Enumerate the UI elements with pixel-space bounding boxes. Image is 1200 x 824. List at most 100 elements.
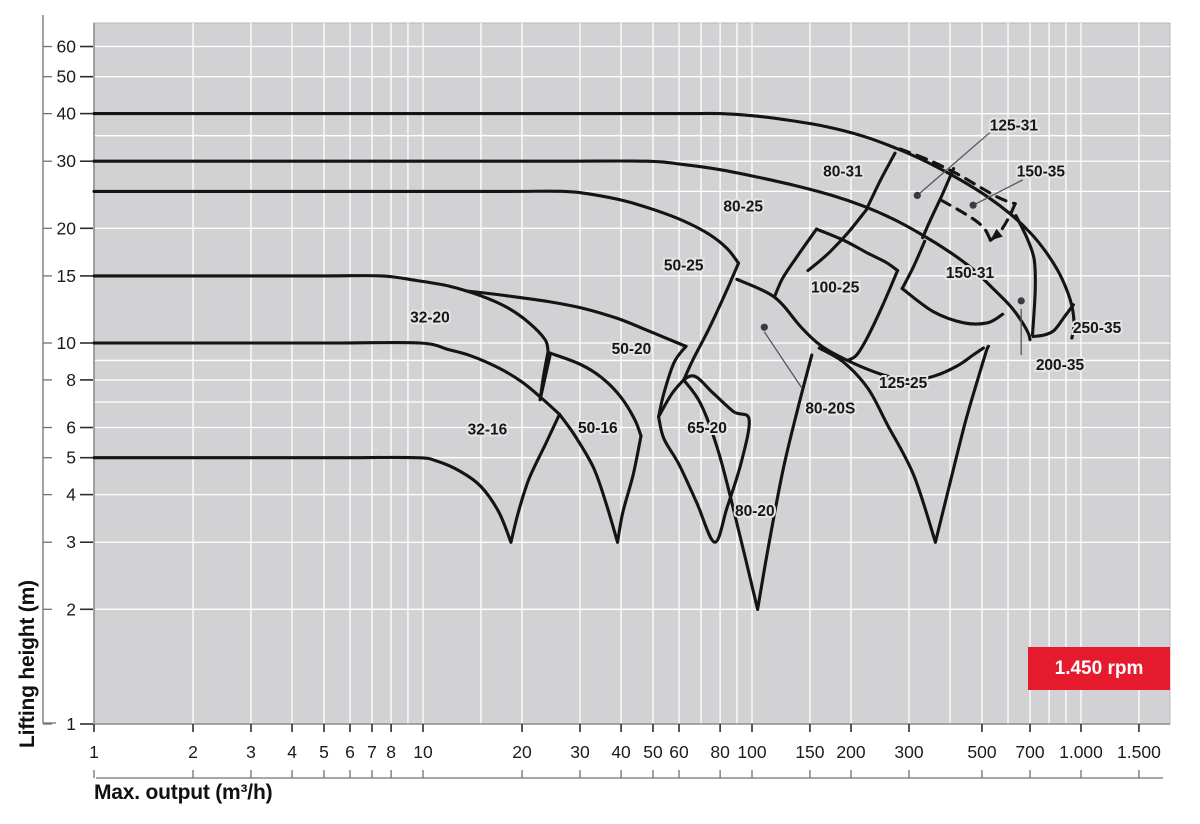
- curve-edge-50-20-right: [657, 344, 688, 419]
- curve-edge-80-20-right: [756, 353, 814, 611]
- curve-edge-100-25-top: [814, 227, 900, 273]
- curve-edge-80-20-left: [682, 378, 760, 611]
- x-tick-label-700: 700: [1015, 742, 1044, 762]
- curve-edge-50-20-top: [464, 289, 688, 348]
- pump-envelope-curves: [92, 111, 1076, 611]
- x-tick-label-20: 20: [512, 742, 532, 762]
- x-tick-label-8: 8: [386, 742, 396, 762]
- curve-edge-50-16-notch: [538, 351, 553, 402]
- x-tick-label-100: 100: [737, 742, 766, 762]
- x-tick-label-40: 40: [611, 742, 631, 762]
- curve-env-40m: [92, 111, 1076, 340]
- curve-env-25m: [92, 189, 741, 265]
- y-tick-label-60: 60: [57, 37, 77, 57]
- y-tick-label-8: 8: [66, 370, 76, 390]
- rpm-badge: 1.450 rpm: [1028, 647, 1170, 690]
- pump-label-100-25: 100-25: [811, 280, 860, 297]
- x-tick-label-4: 4: [287, 742, 297, 762]
- curve-edge-80-25-right: [806, 208, 868, 273]
- y-tick-label-2: 2: [66, 599, 76, 619]
- y-tick-label-4: 4: [66, 485, 76, 505]
- dot-200-35: [1017, 297, 1025, 305]
- pump-label-50-25: 50-25: [664, 257, 704, 274]
- curve-edge-50-25-right: [682, 261, 741, 382]
- x-tick-label-150: 150: [795, 742, 824, 762]
- curve-edge-150-31-bottom: [900, 286, 1005, 326]
- x-axis-title: Max. output (m³/h): [94, 781, 273, 804]
- curve-edge-80-31-right: [864, 151, 897, 212]
- plot-area: [93, 22, 1171, 725]
- pump-label-250-35: 250-35: [1073, 320, 1122, 337]
- x-tick-label-5: 5: [319, 742, 329, 762]
- x-tick-label-3: 3: [246, 742, 256, 762]
- dot-150-35: [969, 201, 977, 209]
- x-tick-label-10: 10: [413, 742, 433, 762]
- x-tick-label-2: 2: [188, 742, 198, 762]
- x-tick-label-300: 300: [894, 742, 923, 762]
- x-tick-label-1.500: 1.500: [1117, 742, 1161, 762]
- pump-label-80-25: 80-25: [723, 198, 763, 215]
- x-tick-label-500: 500: [967, 742, 996, 762]
- pump-label-150-31: 150-31: [946, 265, 995, 282]
- curve-edge-mid-boundary: [735, 277, 985, 382]
- pump-label-50-20: 50-20: [612, 341, 652, 358]
- pump-label-80-20S: 80-20S: [805, 400, 855, 417]
- pump-label-200-35: 200-35: [1036, 357, 1085, 374]
- curve-env-15m: [92, 274, 550, 354]
- x-tick-label-6: 6: [345, 742, 355, 762]
- y-tick-label-30: 30: [57, 151, 77, 171]
- x-tick-label-7: 7: [367, 742, 377, 762]
- pump-label-125-31: 125-31: [990, 118, 1039, 135]
- x-tick-label-200: 200: [836, 742, 865, 762]
- y-axis-title: Lifting height (m): [16, 580, 39, 748]
- pump-label-150-35: 150-35: [1017, 164, 1066, 181]
- curve-edge-125-31-right: [921, 166, 956, 240]
- y-tick-label-50: 50: [57, 67, 77, 87]
- markers: [760, 131, 1025, 389]
- pump-region-labels: 32-20 50-20 50-25 80-25 80-31 125-31 150-35 100…: [408, 116, 1123, 523]
- y-tick-label-1: 1: [66, 714, 76, 734]
- curve-edge-125-25-right: [933, 344, 990, 544]
- leader-125-31: [916, 131, 991, 196]
- curve-edge-100-25-right: [845, 268, 900, 362]
- curve-edge-200-35-right: [1014, 214, 1037, 337]
- y-tick-label-40: 40: [57, 104, 77, 124]
- y-tick-label-5: 5: [66, 448, 76, 468]
- y-tick-label-20: 20: [57, 218, 77, 238]
- dashed-arrowhead: [990, 228, 1003, 241]
- pump-label-65-20: 65-20: [687, 420, 727, 437]
- y-tick-label-10: 10: [57, 333, 77, 353]
- curve-dashed-150-35-top: [898, 147, 1017, 206]
- y-tick-label-6: 6: [66, 418, 76, 438]
- x-tick-label-60: 60: [669, 742, 689, 762]
- outer-y-axis-line: [42, 15, 56, 724]
- pump-label-80-20: 80-20: [735, 503, 775, 520]
- curve-edge-50-16-right: [615, 434, 643, 544]
- y-tick-label-15: 15: [57, 266, 76, 286]
- curve-edge-125-25-left: [817, 346, 937, 544]
- curve-edge-32-16-right: [509, 412, 562, 544]
- curve-env-5m: [92, 455, 513, 544]
- curve-edge-50-16-top: [548, 351, 643, 438]
- y-tick-label-3: 3: [66, 532, 76, 552]
- curve-env-30m: [92, 159, 1032, 342]
- dot-125-31: [913, 191, 921, 200]
- pump-label-50-16: 50-16: [578, 420, 618, 437]
- curve-dashed-150-35-bottom: [939, 198, 992, 241]
- curve-env-10m: [92, 340, 562, 416]
- x-tick-label-50: 50: [643, 742, 663, 762]
- pump-label-32-20: 32-20: [410, 310, 450, 327]
- curve-region-65-20: [657, 374, 751, 544]
- curve-edge-50-16-left: [557, 412, 620, 544]
- leader-80-20S: [763, 331, 803, 389]
- x-tick-label-1.000: 1.000: [1059, 742, 1103, 762]
- curve-edge-250-35-bottom: [1031, 303, 1075, 339]
- dot-80-20S: [760, 323, 768, 331]
- pump-label-80-31: 80-31: [823, 164, 863, 181]
- curve-edge-100-25-left: [772, 227, 819, 299]
- x-tick-label-30: 30: [570, 742, 590, 762]
- pump-label-125-25: 125-25: [879, 375, 928, 392]
